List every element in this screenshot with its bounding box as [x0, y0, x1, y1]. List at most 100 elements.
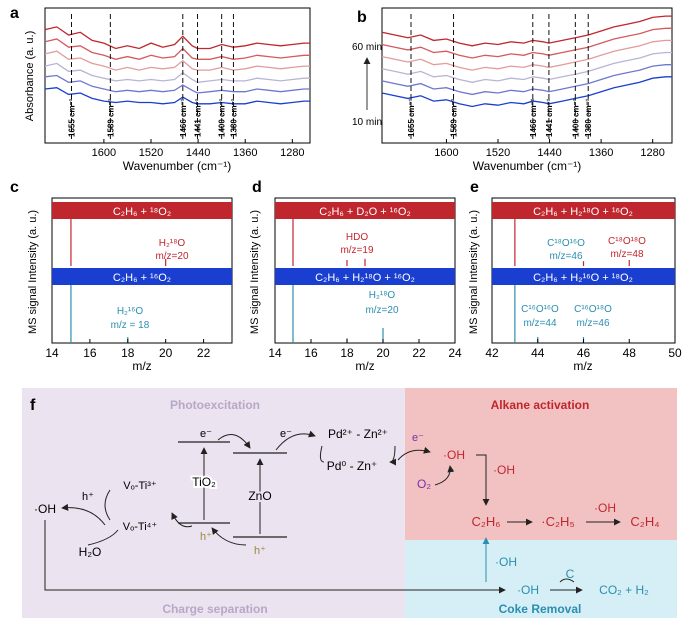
x-ticks: 42 44 46 48 50 [485, 339, 682, 360]
peak-label: 1400 cm⁻¹ [571, 98, 580, 137]
electron-label: e⁻ [280, 428, 292, 440]
tick-label: 22 [412, 346, 426, 360]
panel-b: b 1655 cm⁻¹ 1589 cm⁻¹ 1466 cm⁻¹ 1441 cm⁻¹ 14… [352, 7, 673, 173]
peak-label: 1589 cm⁻¹ [450, 98, 459, 137]
region-title-photo: Photoexcitation [170, 398, 260, 412]
hydroxyl-transport-arrow [44, 520, 506, 594]
tick-label: 18 [121, 346, 135, 360]
peak-label: C¹⁸O¹⁶O [547, 238, 585, 249]
peak-label: m/z=46 [576, 318, 610, 329]
peak-label: 1400 cm⁻¹ [218, 98, 227, 137]
tick-label: 1600 [92, 147, 116, 159]
condition-bottom-label: C₂H₆ + H₂¹⁶O + ¹⁸O₂ [533, 272, 633, 284]
oxygen-label: O₂ [417, 477, 431, 491]
y-axis-label: Absorbance (a. u.) [24, 31, 36, 122]
hydroxyl-radical-coke: ·OH [517, 583, 539, 597]
x-ticks: 14 16 18 20 22 [45, 339, 211, 360]
co2-h2-label: CO₂ + H₂ [599, 583, 649, 597]
peak-label: C¹⁶O¹⁶O [521, 304, 559, 315]
x-axis-label: m/z [132, 359, 151, 373]
condition-top-label: C₂H₆ + ¹⁸O₂ [113, 206, 171, 218]
panel-letter: e [470, 179, 479, 196]
peak-label: m/z=48 [610, 249, 644, 260]
tick-label: 20 [376, 346, 390, 360]
plot-frame [44, 7, 311, 144]
tick-label: 14 [268, 346, 282, 360]
region-title-alkane: Alkane activation [491, 398, 590, 412]
tio2-label-bg: TiO₂ [192, 475, 216, 489]
plot-frame [381, 7, 673, 144]
condition-top-label: C₂H₆ + D₂O + ¹⁶O₂ [319, 206, 410, 218]
panel-c: c C₂H₆ + ¹⁸O₂ C₂H₆ + ¹⁶O₂ H₂¹⁸O m/z=20 H… [10, 179, 233, 373]
condition-bar-bottom [275, 268, 455, 285]
region-photoexcitation [22, 388, 405, 618]
tick-label: 14 [45, 346, 59, 360]
x-ticks: 14 16 18 20 22 24 [268, 339, 462, 360]
oxygen-reduction-arrow [434, 465, 455, 486]
panel-f: f Photoexcitation Alkane activation Char… [22, 388, 677, 618]
hydroxyl-radical-coke: ·OH [495, 555, 517, 569]
spectrum-20-min [381, 64, 672, 96]
tick-label: 1280 [280, 147, 304, 159]
reduction-arrow [319, 445, 325, 463]
y-axis-label: MS signal Intensity (a. u.) [468, 210, 480, 334]
tick-label: 1520 [486, 147, 510, 159]
peak-markers: 1655 cm⁻¹ 1589 cm⁻¹ 1466 cm⁻¹ 1441 cm⁻¹ 1400… [68, 14, 238, 141]
panel-letter: a [10, 5, 19, 22]
tick-label: 1440 [186, 147, 210, 159]
spectra-group [381, 15, 672, 108]
tick-label: 18 [340, 346, 354, 360]
peak-label: H₂¹⁶O [117, 306, 144, 317]
hydroxyl-attack-arrow [476, 454, 490, 506]
tick-label: 20 [159, 346, 173, 360]
condition-bottom-label: C₂H₆ + ¹⁶O₂ [113, 272, 171, 284]
tick-label: 1360 [589, 147, 613, 159]
tick-label: 50 [668, 346, 682, 360]
x-axis-label: m/z [573, 359, 592, 373]
hole-transfer-arrow [171, 512, 193, 528]
zno-label: ZnO [248, 489, 271, 503]
ethane-label: C₂H₆ [471, 514, 500, 529]
water-label: H₂O [79, 545, 102, 559]
tick-label: 1600 [434, 147, 458, 159]
region-title-charge: Charge separation [162, 602, 267, 616]
region-alkane-activation [405, 388, 677, 540]
time-label-top: 60 min [352, 42, 382, 53]
ethyl-radical-label: ·C₂H₅ [541, 514, 574, 529]
spectrum-20-min [44, 74, 310, 94]
ethylene-label: C₂H₄ [630, 514, 659, 529]
hydroxyl-radical: ·OH [493, 463, 515, 477]
spectrum-60-min [44, 26, 310, 50]
reduction-arrow [389, 445, 397, 466]
peak-label: 1655 cm⁻¹ [68, 98, 77, 137]
condition-bar-top [275, 202, 455, 219]
panel-letter: f [30, 397, 36, 414]
x-ticks: 1600 1520 1440 1360 1280 [92, 139, 305, 159]
tick-label: 1520 [139, 147, 163, 159]
tick-label: 22 [197, 346, 211, 360]
pd-zn-bottom: Pd⁰ - Zn⁺ [327, 459, 378, 473]
panel-a: a 1655 cm⁻¹ 1589 cm⁻¹ 1466 cm⁻¹ 1441 cm⁻¹ 14… [10, 5, 311, 173]
peak-label: 1441 cm⁻¹ [194, 98, 203, 137]
spectrum-30-min [44, 62, 310, 83]
electron-transfer-arrow [275, 430, 316, 451]
condition-bar-top [52, 202, 232, 219]
spectrum-40-min [381, 39, 672, 71]
condition-top-label: C₂H₆ + H₂¹⁸O + ¹⁶O₂ [533, 206, 633, 218]
tick-label: 16 [83, 346, 97, 360]
tick-label: 1440 [537, 147, 561, 159]
tick-label: 44 [531, 346, 545, 360]
peak-label: m/z=46 [549, 251, 583, 262]
redox-arrow [104, 489, 111, 521]
spectrum-60-min [381, 15, 672, 47]
hole-label: h⁺ [254, 545, 266, 557]
peak-label: 1589 cm⁻¹ [106, 98, 115, 137]
spectrum-10-min [381, 76, 672, 108]
peak-label: HDO [346, 232, 368, 243]
tick-label: 42 [485, 346, 499, 360]
electron-transfer-arrow [217, 434, 251, 449]
peak-label: 1380 cm⁻¹ [584, 98, 593, 137]
region-title-coke: Coke Removal [499, 602, 582, 616]
spectrum-40-min [44, 50, 310, 71]
